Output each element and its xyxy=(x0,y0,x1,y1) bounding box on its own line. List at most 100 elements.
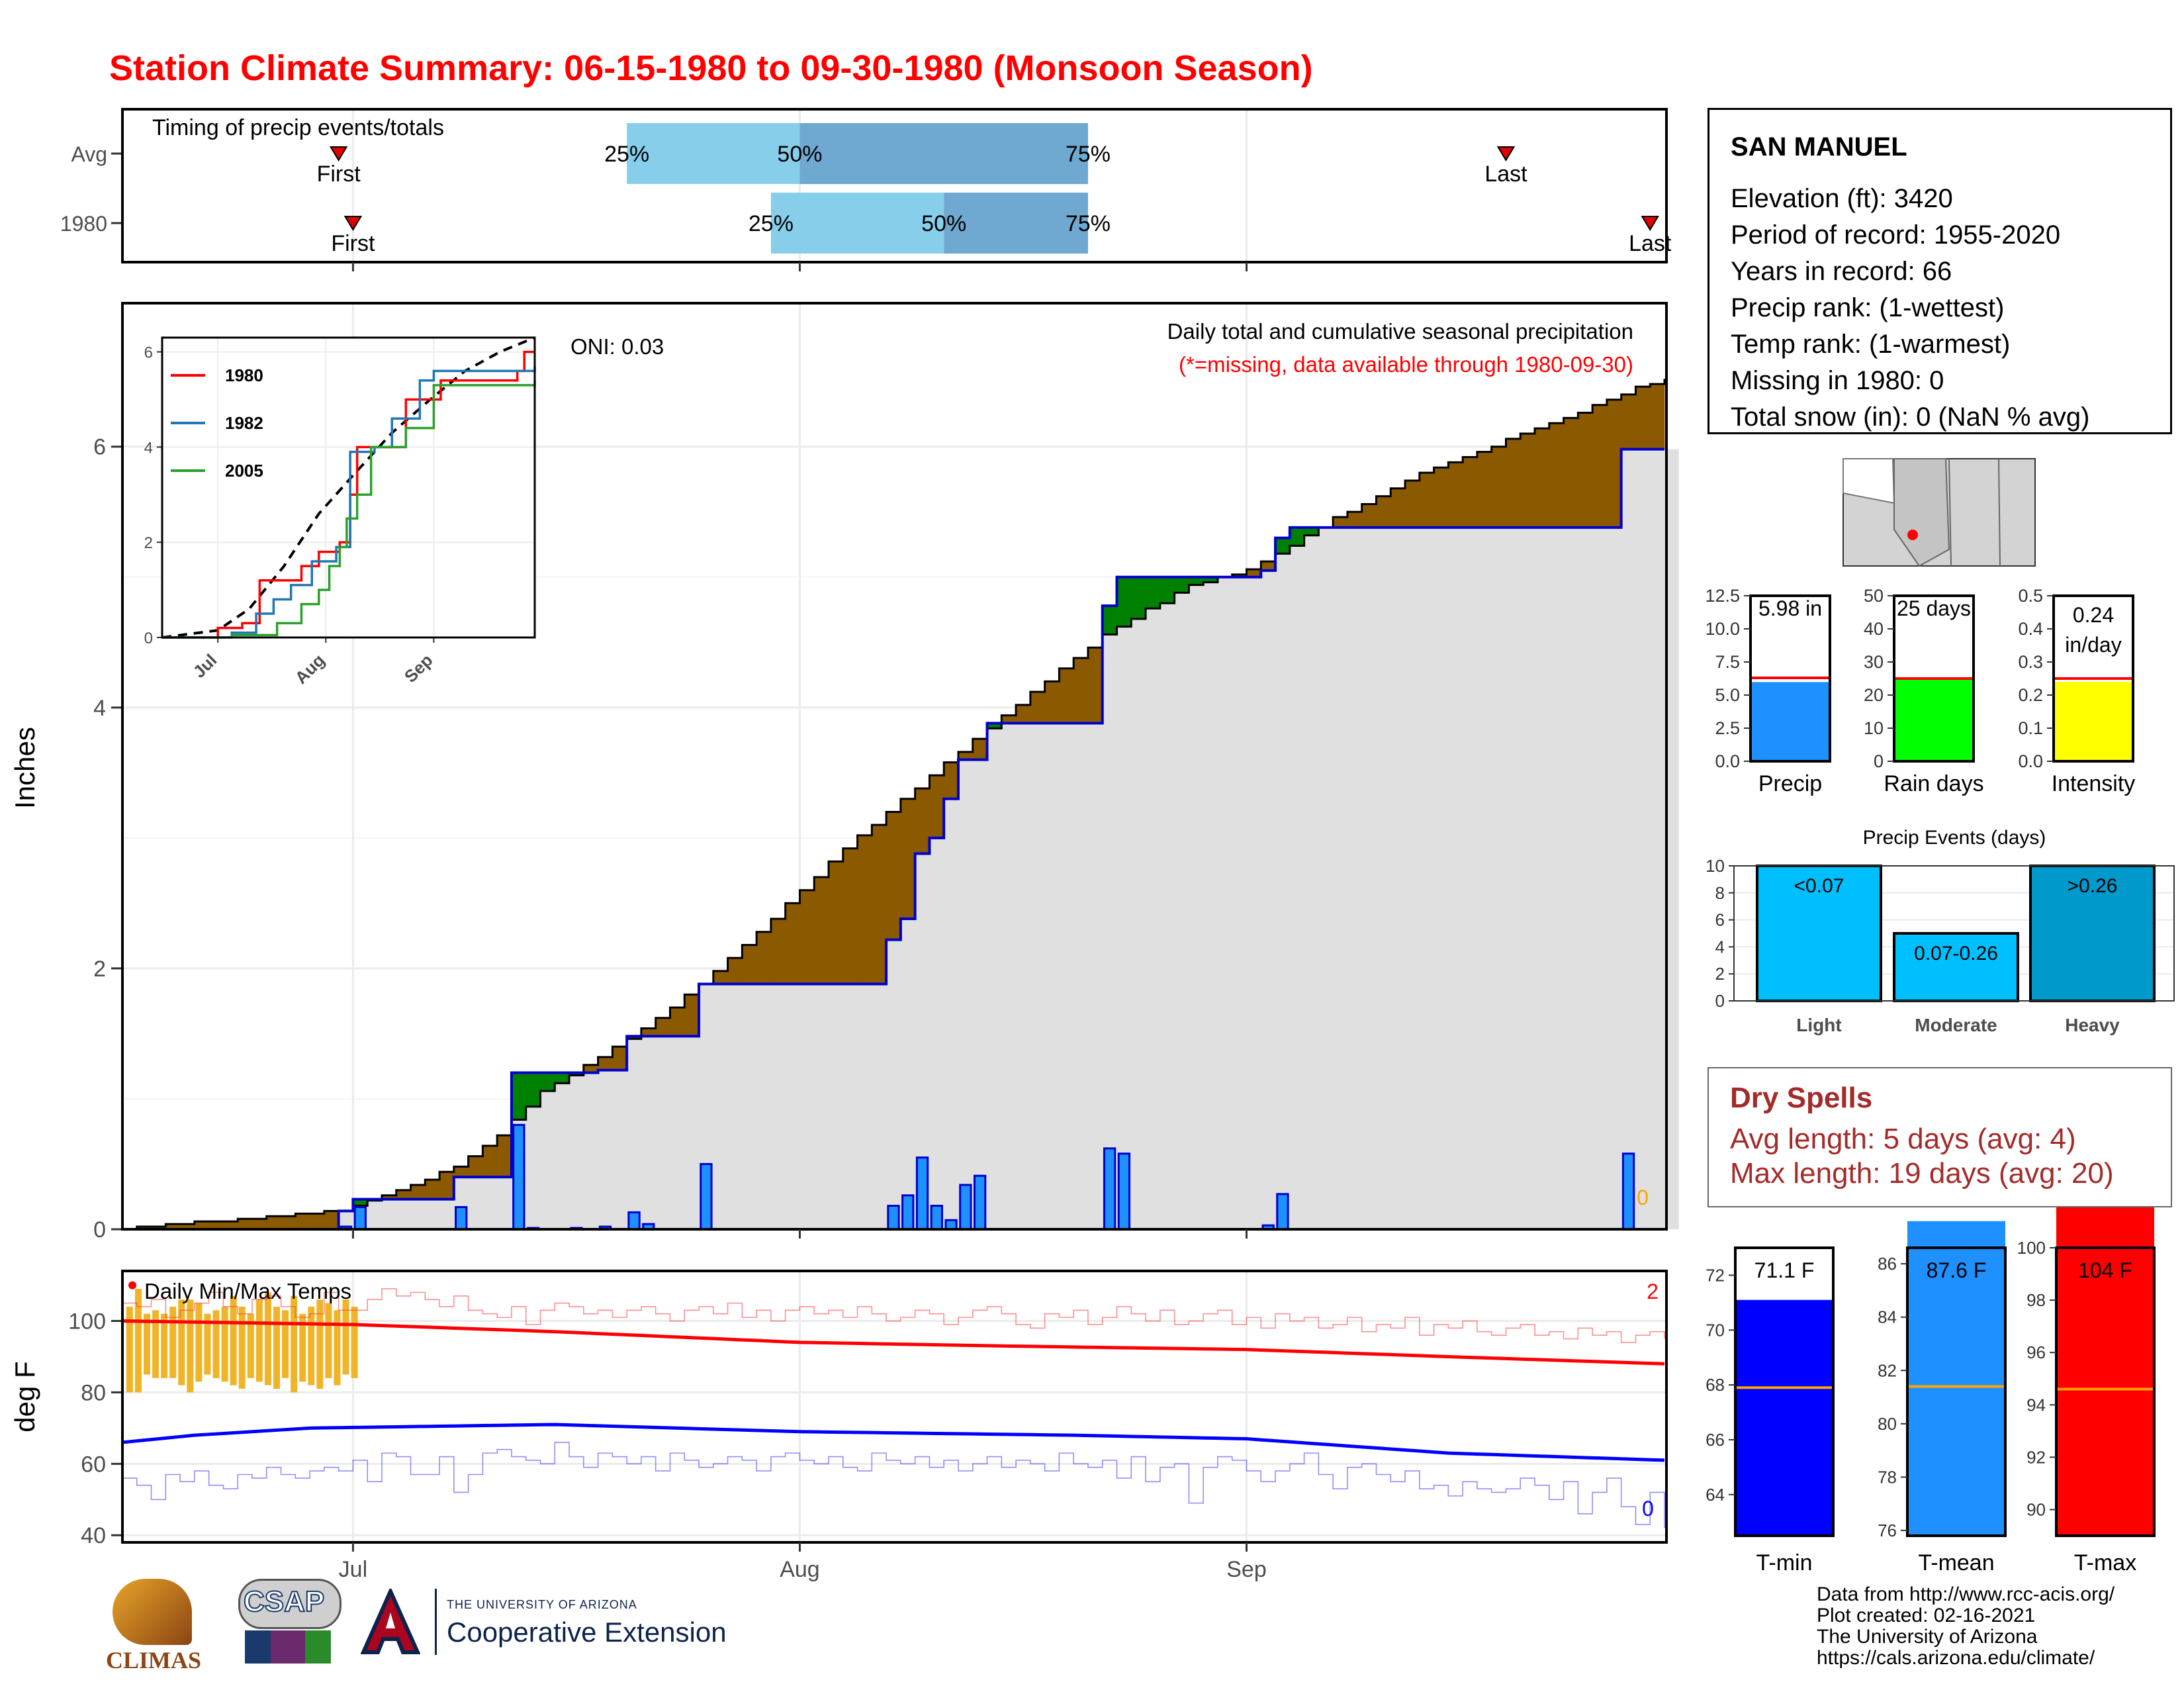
deficit-fill-segment xyxy=(727,958,743,984)
surplus-fill-segment xyxy=(1189,577,1204,585)
timing-panel-label: Timing of precip events/totals xyxy=(152,115,444,140)
deficit-fill-segment xyxy=(814,876,829,984)
deficit-fill-segment xyxy=(1376,496,1391,528)
observed-cumulative-line xyxy=(122,447,1664,1231)
summary-y-tick-label: 2.5 xyxy=(1715,718,1740,738)
deficit-fill-segment xyxy=(1390,488,1406,528)
record-temp-bar xyxy=(204,1313,211,1375)
credit-data-source: Data from http://www.rcc-acis.org/ xyxy=(1817,1583,2115,1605)
deficit-fill-segment xyxy=(655,1017,670,1037)
precip-y-tick-label: 6 xyxy=(93,435,106,460)
climas-emblem-icon xyxy=(113,1579,192,1645)
record-temp-bar xyxy=(255,1299,263,1382)
temp-y-tick-label: 64 xyxy=(1706,1485,1725,1505)
deficit-fill-segment xyxy=(238,1219,253,1229)
deficit-fill-segment xyxy=(1059,668,1074,724)
surplus-fill-segment xyxy=(511,1072,527,1120)
deficit-fill-segment xyxy=(1246,569,1261,577)
deficit-fill-segment xyxy=(381,1195,397,1199)
deficit-fill-segment xyxy=(900,798,916,919)
events-y-tick-label: 10 xyxy=(1706,856,1725,876)
deficit-fill-segment xyxy=(1333,517,1348,528)
daily-precip-bar xyxy=(973,1174,987,1231)
logo-divider xyxy=(435,1589,437,1655)
deficit-fill-segment xyxy=(972,739,988,760)
record-temp-bar xyxy=(144,1313,151,1375)
daily-precip-bar xyxy=(1117,1152,1131,1231)
event-bar-label: 0.07-0.26 xyxy=(1914,943,1998,964)
deficit-fill-segment xyxy=(1361,504,1377,528)
station-years: Years in record: 66 xyxy=(1731,257,1952,286)
temps-y-tick-label: 40 xyxy=(81,1523,106,1548)
event-bar-1 xyxy=(1893,932,2019,1002)
record-low-count: 0 xyxy=(1642,1497,1654,1521)
timing-row-label: 1980 xyxy=(60,212,107,236)
deficit-fill-segment xyxy=(324,1211,340,1229)
page-title: Station Climate Summary: 06-15-1980 to 0… xyxy=(109,48,1313,88)
deficit-fill-segment xyxy=(872,825,887,984)
record-temp-bar xyxy=(152,1310,159,1378)
event-category-label: Heavy xyxy=(2065,1015,2120,1035)
csap-wordmark: CSAP xyxy=(243,1585,325,1618)
station-info-box: SAN MANUEL Elevation (ft): 3420 Period o… xyxy=(1707,108,2172,434)
events-y-tick-label: 6 xyxy=(1715,910,1725,930)
deficit-fill-segment xyxy=(857,835,872,984)
events-y-tick-label: 4 xyxy=(1715,937,1725,957)
summary-y-tick-label: 0.3 xyxy=(2018,652,2043,672)
deficit-fill-segment xyxy=(1419,473,1435,528)
temp-y-tick-label: 94 xyxy=(2026,1395,2046,1415)
daily-precip-bar xyxy=(944,1219,958,1231)
summary-bar-0 xyxy=(1751,682,1830,761)
average-max-temp-line xyxy=(122,1319,1665,1366)
surplus-fill-segment xyxy=(1116,577,1132,627)
record-temp-bar xyxy=(230,1295,237,1385)
temp-bar-1 xyxy=(1907,1221,2005,1536)
temp-value-label: 87.6 F xyxy=(1927,1258,1987,1282)
temp-y-tick-label: 76 xyxy=(1878,1521,1897,1540)
daily-precip-bar xyxy=(930,1205,943,1231)
deficit-fill-segment xyxy=(310,1213,325,1229)
daily-max-temp-line xyxy=(122,1288,1665,1343)
daily-precip-bar xyxy=(512,1123,525,1231)
deficit-fill-segment xyxy=(929,775,944,838)
csap-logo: CSAP xyxy=(232,1579,351,1678)
station-missing: Missing in 1980: 0 xyxy=(1731,366,1944,395)
summary-y-tick-label: 0.1 xyxy=(2018,718,2043,738)
first-event-label: First xyxy=(331,231,375,256)
precip-total-label: 5.98 in xyxy=(1758,596,1822,620)
inset-frame xyxy=(161,336,536,639)
events-panel-frame xyxy=(1733,865,2175,1002)
quartile-25-label: 25% xyxy=(749,211,794,236)
credit-url: https://cals.arizona.edu/climate/ xyxy=(1817,1647,2095,1669)
deficit-fill-segment xyxy=(208,1221,224,1229)
record-temp-bar xyxy=(273,1306,280,1389)
summary-bar-1 xyxy=(1894,679,1974,761)
deficit-fill-segment xyxy=(684,994,700,1037)
deficit-fill-segment xyxy=(281,1216,296,1229)
record-temp-bar xyxy=(325,1303,332,1378)
first-event-marker-icon xyxy=(343,216,363,231)
deficit-fill-segment xyxy=(1606,399,1622,528)
summary-y-tick-label: 20 xyxy=(1864,685,1884,705)
dry-spells-avg: Avg length: 5 days (avg: 4) xyxy=(1730,1123,2076,1155)
record-temp-bar xyxy=(126,1306,133,1393)
first-event-label: First xyxy=(317,162,361,187)
average-min-temp-line xyxy=(122,1423,1665,1462)
summary-bar-frame xyxy=(1893,594,1975,763)
deficit-fill-segment xyxy=(1073,657,1089,724)
precip-y-axis-label: Inches xyxy=(9,727,40,809)
deficit-fill-segment xyxy=(1520,434,1535,528)
deficit-fill-segment xyxy=(670,1008,685,1037)
surplus-fill-segment xyxy=(353,1199,368,1206)
deficit-fill-segment xyxy=(453,1166,469,1178)
landscape-icon xyxy=(245,1630,331,1664)
deficit-fill-segment xyxy=(598,1056,613,1070)
deficit-fill-segment xyxy=(1463,457,1478,528)
station-name: SAN MANUEL xyxy=(1731,132,1907,162)
record-temp-bar xyxy=(195,1303,203,1382)
climas-logo: CLIMAS xyxy=(106,1579,218,1678)
credit-plot-date: Plot created: 02-16-2021 xyxy=(1817,1605,2036,1626)
deficit-fill-segment xyxy=(1001,715,1017,724)
event-bar-label: <0.07 xyxy=(1794,875,1844,897)
station-location-marker xyxy=(1907,530,1918,540)
